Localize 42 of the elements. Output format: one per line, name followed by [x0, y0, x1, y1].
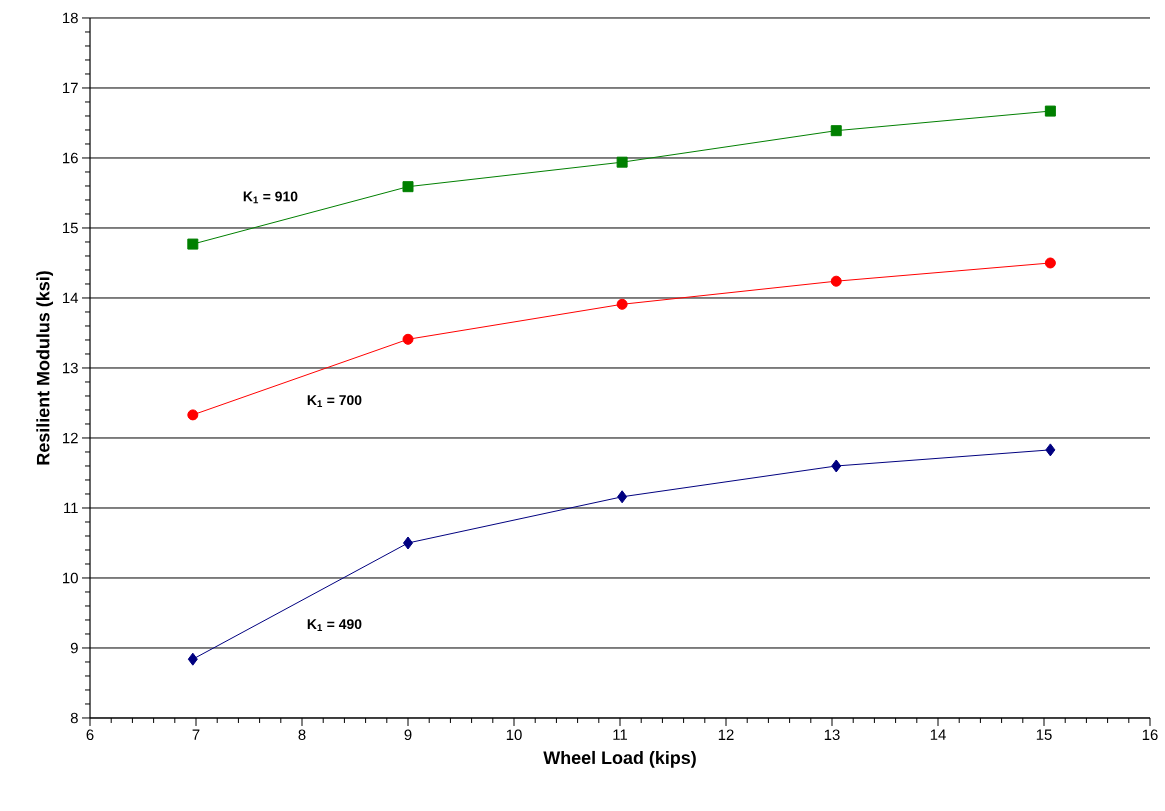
y-tick-label: 14 — [63, 292, 79, 304]
point — [831, 459, 842, 473]
y-tick-label: 8 — [70, 712, 78, 724]
point — [830, 275, 842, 287]
series-label: K$_{1}$ = 700 — [307, 395, 362, 408]
y-tick-label: 18 — [63, 12, 78, 24]
point — [402, 181, 414, 193]
x-tick-label: 6 — [86, 729, 94, 741]
series-label: K$_{1}$ = 490 — [307, 619, 362, 632]
point — [616, 298, 628, 310]
x-tick-label: 12 — [718, 729, 734, 740]
x-axis-title: Wheel Load (kips) — [543, 750, 696, 768]
x-tick-label: 10 — [506, 729, 522, 741]
x-tick-label: 7 — [192, 729, 200, 740]
y-tick-label: 12 — [63, 432, 78, 444]
point — [402, 333, 414, 345]
y-tick-label: 9 — [70, 642, 78, 654]
y-axis-title: Resilient Modulus (ksi) — [36, 271, 54, 465]
point — [1045, 443, 1056, 457]
y-tick-label: 10 — [63, 572, 78, 584]
point — [617, 490, 628, 504]
point — [403, 536, 414, 550]
x-tick-label: 16 — [1142, 729, 1158, 741]
series-label: K$_{1}$ = 910 — [243, 191, 298, 204]
y-tick-label: 13 — [63, 362, 78, 374]
point — [1044, 105, 1056, 117]
y-tick-label: 11 — [64, 502, 78, 514]
x-tick-label: 8 — [298, 729, 306, 741]
y-tick-label: 16 — [63, 152, 78, 164]
y-tick-label: 17 — [63, 82, 78, 94]
point — [187, 409, 199, 421]
x-tick-label: 14 — [930, 729, 946, 740]
point — [187, 238, 199, 250]
point — [1044, 257, 1056, 269]
x-tick-label: 9 — [404, 729, 412, 741]
x-tick-label: 15 — [1036, 729, 1052, 740]
x-tick-label: 13 — [824, 729, 840, 741]
y-tick-label: 15 — [63, 222, 78, 234]
point — [187, 652, 198, 666]
point — [830, 125, 842, 137]
x-tick-label: 11 — [613, 729, 628, 740]
point — [616, 156, 628, 168]
